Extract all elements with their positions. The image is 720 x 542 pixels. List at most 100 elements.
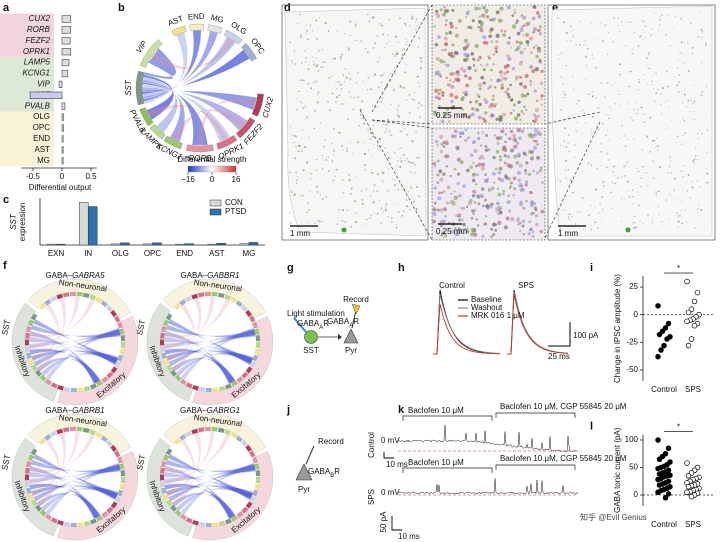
cell-dot [624,175,626,177]
cell-dot [534,44,538,47]
cell-dot [474,69,478,72]
cell-dot [436,143,439,147]
cell-dot [310,87,312,90]
chord-arc [230,380,238,387]
chord-arc [35,504,42,512]
chord-ribbon [45,327,121,381]
cell-dot [445,18,448,22]
cell-dot [376,35,378,37]
cell-dot [385,204,388,207]
node-label: END [188,12,206,22]
cell-dot [538,168,543,173]
cell-dot [349,141,351,143]
sector-band [27,278,131,319]
x-tick-label: Control [651,385,677,394]
chord-arc [165,313,173,321]
bar [87,206,98,246]
scale-label: 1 mm [558,229,578,238]
cell-dot [636,113,638,115]
cell-dot [494,167,498,171]
cell-dot [524,32,529,37]
chord-arc [114,315,121,323]
cell-dot [433,25,436,28]
cell-dot [319,193,322,196]
cell-dot [342,191,345,194]
cell-dot [420,104,423,107]
cell-dot [518,61,523,66]
cell-dot [364,225,366,227]
cell-dot [506,163,511,168]
sector-label: SST [0,319,12,336]
chord-arc [170,369,177,377]
cell-dot [694,146,697,149]
cell-dot [350,225,353,228]
cell-dot [487,148,491,152]
cell-dot [649,116,652,119]
cell-dot [319,122,322,125]
cell-dot [413,162,415,164]
cell-dot [328,77,330,79]
cell-dot [455,145,460,150]
cell-dot [448,79,452,82]
category-label: END [33,134,50,143]
cell-dot [357,96,360,98]
title-gene: GABRG1 [207,406,240,415]
chord-arc [198,386,206,392]
cell-dot [405,99,408,101]
cell-dot [485,15,490,19]
colorbar-tick-label: 16 [232,175,241,184]
cell-dot [445,201,449,205]
chord-ribbon [171,303,195,372]
cell-dot [620,197,623,200]
cell-dot [499,168,502,171]
chord-arc [179,378,187,386]
cell-dot [609,133,611,135]
cell-dot [457,213,462,218]
cell-dot [693,100,696,103]
cell-dot [321,49,323,51]
panel-label: g [287,262,294,274]
cell-dot [341,220,344,222]
data-point [694,289,701,296]
cell-dot [342,149,344,151]
cell-dot [296,176,299,178]
cell-dot [519,222,522,225]
cell-dot [642,21,645,23]
cell-dot [463,52,468,57]
category-label: KCNG1 [22,69,50,78]
cell-dot [490,40,494,44]
cell-dot [534,117,538,122]
data-point [685,342,692,349]
cell-dot [467,65,472,71]
cell-dot [614,102,617,105]
cell-dot [305,57,307,59]
cell-dot [476,194,481,199]
cell-dot [482,68,486,72]
cell-dot [691,52,694,55]
cell-dot [646,172,648,174]
cell-dot [476,224,480,227]
cell-dot [397,188,400,191]
cell-dot [327,156,329,158]
cell-dot [495,201,500,205]
cell-dot [493,105,496,108]
chord-ribbon [33,328,121,367]
chord-arc [110,501,118,509]
data-point [665,320,672,327]
cell-dot [511,66,516,71]
cell-dot [646,82,648,85]
cell-dot [452,80,455,83]
cell-dot [511,24,517,29]
cell-dot [463,74,468,78]
data-point [685,484,692,490]
cell-dot [294,157,297,160]
chord-arc [89,294,97,301]
cell-dot [454,33,459,38]
chord-arc [24,339,30,346]
cell-dot [327,170,330,172]
cell-dot [594,66,597,69]
cell-dot [677,67,679,69]
cell-dot [435,71,439,75]
cell-dot [569,25,572,28]
cell-dot [520,14,524,17]
